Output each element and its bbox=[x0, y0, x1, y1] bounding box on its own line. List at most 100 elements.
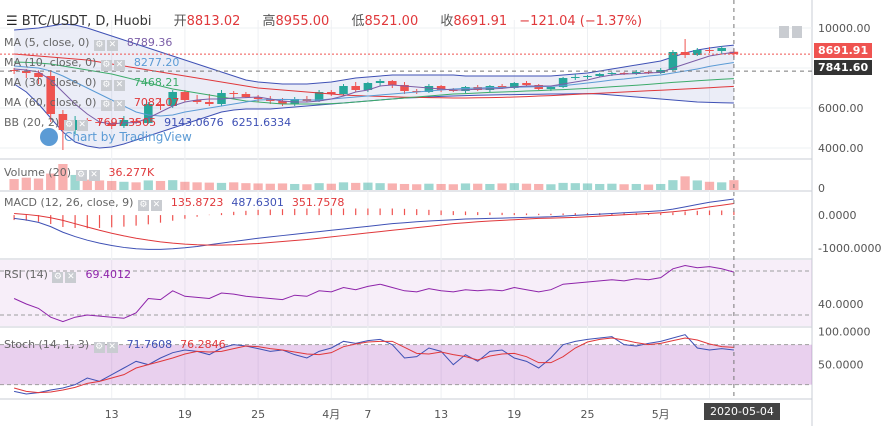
settings-icon[interactable]: ⚙ bbox=[63, 120, 75, 131]
volume-name: Volume (20) bbox=[4, 166, 71, 179]
settings-icon[interactable]: ⚙ bbox=[100, 60, 112, 71]
volume-bar bbox=[582, 183, 593, 190]
ma30-value: 7468.21 bbox=[133, 76, 180, 89]
ma60-line bbox=[14, 53, 734, 99]
macd-hist-bar bbox=[257, 209, 259, 216]
close-icon[interactable]: ✕ bbox=[76, 120, 88, 131]
macd-tick-label: 0.0000 bbox=[818, 209, 857, 222]
candle-body bbox=[680, 52, 690, 55]
legend-rsi[interactable]: RSI (14) ⚙ ✕ 69.4012 bbox=[4, 268, 131, 283]
stoch-band-bg bbox=[0, 344, 812, 385]
volume-bar bbox=[460, 183, 471, 190]
close-icon[interactable]: ✕ bbox=[106, 40, 118, 51]
close-icon[interactable]: ✕ bbox=[106, 342, 118, 353]
macd-tick-label: -1000.0000 bbox=[818, 242, 881, 255]
pause-icon[interactable] bbox=[779, 26, 789, 38]
macd-signal-value: 351.7578 bbox=[291, 196, 345, 209]
macd-hist-bar bbox=[62, 215, 64, 227]
macd-hist-bar bbox=[416, 209, 418, 216]
settings-icon[interactable]: ⚙ bbox=[100, 100, 112, 111]
legend-ma10[interactable]: MA (10, close, 0) ⚙ ✕ 8277.20 bbox=[4, 56, 179, 71]
stoch-name: Stoch (14, 1, 3) bbox=[4, 338, 90, 351]
legend-stoch[interactable]: Stoch (14, 1, 3) ⚙ ✕ 71.7608 76.2846 bbox=[4, 338, 226, 353]
tradingview-brand[interactable]: Chart by TradingView bbox=[40, 128, 192, 146]
volume-bar bbox=[546, 184, 556, 190]
pause-icon-2[interactable] bbox=[792, 26, 802, 38]
macd-hist-bar bbox=[367, 208, 369, 216]
volume-bar bbox=[448, 184, 458, 190]
volume-bar bbox=[436, 183, 446, 190]
candle-body bbox=[253, 97, 263, 99]
volume-bar bbox=[314, 183, 324, 190]
volume-bar bbox=[497, 183, 507, 190]
settings-icon[interactable]: ⚙ bbox=[75, 170, 87, 181]
legend-ma5[interactable]: MA (5, close, 0) ⚙ ✕ 8789.36 bbox=[4, 36, 172, 51]
x-tick-label: 25 bbox=[581, 408, 595, 421]
legend-macd[interactable]: MACD (12, 26, close, 9) ⚙ ✕ 135.8723 487.63… bbox=[4, 196, 344, 211]
macd-hist-bar bbox=[647, 213, 650, 216]
candle-body bbox=[278, 101, 287, 104]
candle-body bbox=[668, 52, 678, 70]
macd-hist-bar bbox=[489, 212, 491, 216]
volume-bar bbox=[21, 177, 31, 190]
menu-icon[interactable]: ☰ bbox=[6, 14, 18, 29]
stoch-tick-label: 100.0000 bbox=[818, 325, 871, 338]
last-price-badge: 8691.91 bbox=[814, 43, 873, 58]
close-icon[interactable]: ✕ bbox=[88, 170, 100, 181]
macd-line bbox=[14, 198, 734, 250]
volume-bar bbox=[168, 180, 178, 190]
macd-hist-bar bbox=[623, 213, 625, 216]
settings-icon[interactable]: ⚙ bbox=[93, 342, 105, 353]
macd-hist-bar bbox=[245, 210, 247, 216]
rsi-tick-label: 40.0000 bbox=[818, 298, 864, 311]
ma60-name: MA (60, close, 0) bbox=[4, 96, 97, 109]
legend-volume[interactable]: Volume (20) ⚙ ✕ 36.277K bbox=[4, 166, 154, 181]
macd-hist-bar bbox=[525, 213, 528, 216]
macd-hist-bar bbox=[269, 209, 271, 216]
stoch-d-line bbox=[13, 337, 734, 394]
candle-body bbox=[571, 77, 580, 78]
x-tick-label: 19 bbox=[507, 408, 521, 421]
macd-signal-line bbox=[14, 203, 734, 246]
x-tick-label: 4月 bbox=[322, 408, 340, 421]
volume-bar bbox=[107, 180, 117, 190]
macd-hist-bar bbox=[672, 212, 674, 216]
candle-body bbox=[180, 92, 190, 100]
ma30-line bbox=[14, 61, 734, 105]
symbol-label[interactable]: BTC/USDT, D, Huobi bbox=[21, 14, 152, 29]
close-icon[interactable]: ✕ bbox=[113, 100, 125, 111]
candle-body bbox=[558, 78, 568, 87]
volume-bar bbox=[424, 183, 434, 190]
window-controls[interactable] bbox=[776, 26, 802, 41]
candle-body bbox=[546, 87, 556, 89]
candle-body bbox=[607, 73, 617, 74]
volume-bar bbox=[656, 183, 666, 190]
settings-icon[interactable]: ⚙ bbox=[100, 80, 112, 91]
legend-ma60[interactable]: MA (60, close, 0) ⚙ ✕ 7082.07 bbox=[4, 96, 179, 111]
close-icon[interactable]: ✕ bbox=[65, 272, 77, 283]
candle-body bbox=[339, 86, 348, 94]
macd-hist-bar bbox=[306, 208, 308, 216]
settings-icon[interactable]: ⚙ bbox=[137, 200, 149, 211]
x-tick-label: 13 bbox=[105, 408, 119, 421]
volume-bar bbox=[351, 182, 361, 190]
macd-hist-bar bbox=[86, 215, 88, 229]
legend-ma30[interactable]: MA (30, close, 0) ⚙ ✕ 7468.21 bbox=[4, 76, 179, 91]
settings-icon[interactable]: ⚙ bbox=[52, 272, 64, 283]
macd-hist-bar bbox=[538, 213, 540, 216]
legend-bb[interactable]: BB (20, 2) ⚙ ✕ 7697.3505 9143.0676 6251.6334 bbox=[4, 116, 291, 131]
close-icon[interactable]: ✕ bbox=[113, 80, 125, 91]
close-value: 8691.91 bbox=[453, 14, 508, 29]
macd-hist-bar bbox=[562, 213, 564, 216]
candle-body bbox=[656, 70, 665, 73]
close-icon[interactable]: ✕ bbox=[113, 60, 125, 71]
macd-hist-bar bbox=[513, 213, 515, 216]
close-icon[interactable]: ✕ bbox=[150, 200, 162, 211]
candle-body bbox=[632, 72, 641, 74]
macd-hist-bar bbox=[611, 213, 613, 216]
settings-icon[interactable]: ⚙ bbox=[93, 40, 105, 51]
volume-bar bbox=[375, 183, 385, 190]
macd-hist-bar bbox=[294, 208, 296, 216]
volume-bar bbox=[192, 182, 202, 190]
candle-body bbox=[583, 76, 592, 77]
